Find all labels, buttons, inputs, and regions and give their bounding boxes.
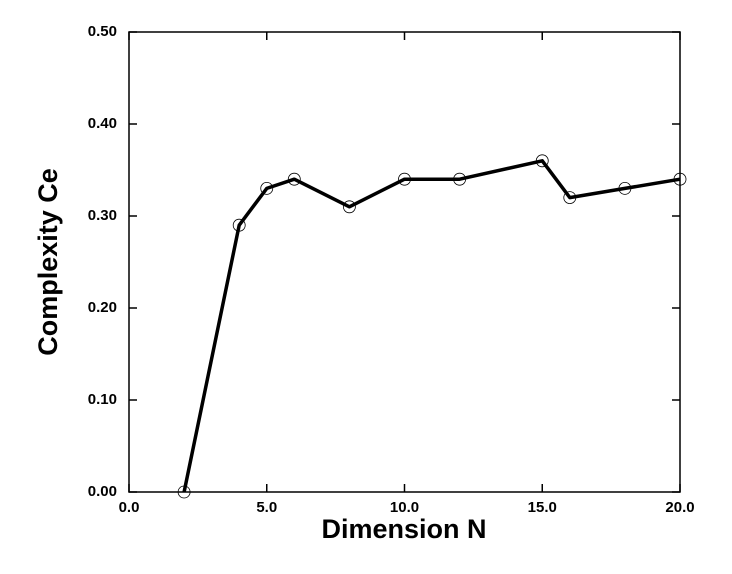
data-point	[398, 172, 411, 186]
x-tick-label: 10.0	[390, 499, 419, 516]
x-tick-label: 0.0	[119, 499, 140, 516]
data-point	[618, 181, 632, 195]
y-tick-label: 0.10	[88, 391, 117, 408]
data-point	[453, 172, 467, 186]
y-tick-label: 0.20	[88, 299, 117, 316]
data-point	[673, 172, 687, 186]
data-point	[177, 485, 191, 499]
x-tick-label: 20.0	[665, 499, 694, 516]
plot-frame	[128, 31, 681, 493]
y-axis-title: Complexity Ce	[33, 168, 63, 356]
data-line	[182, 159, 681, 493]
data-point	[260, 181, 274, 195]
x-tick-label: 5.0	[256, 499, 277, 516]
y-tick-label: 0.30	[88, 207, 117, 224]
data-point	[563, 191, 577, 205]
y-tick-label: 0.00	[88, 483, 117, 500]
x-tick-label: 15.0	[528, 499, 557, 516]
data-point	[287, 172, 301, 186]
data-point	[232, 218, 246, 232]
y-tick-label: 0.50	[88, 23, 117, 40]
data-point	[342, 200, 356, 214]
y-tick-label: 0.40	[88, 115, 117, 132]
data-point	[535, 154, 549, 168]
x-axis-title: Dimension N	[321, 514, 486, 544]
